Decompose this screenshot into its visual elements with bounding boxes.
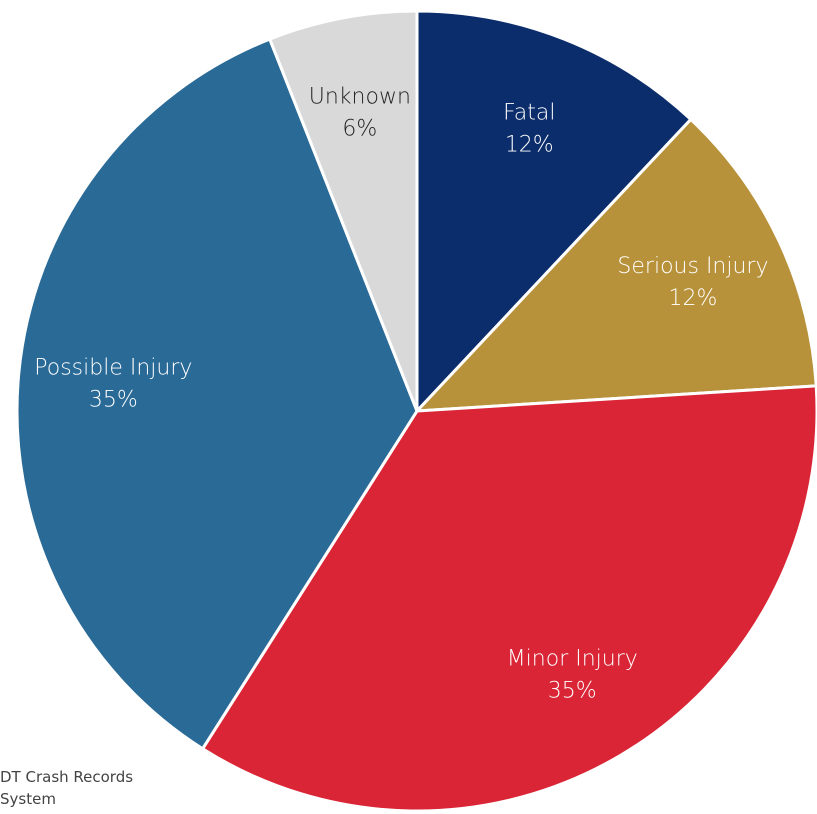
slice-value-label: 35% — [89, 387, 138, 412]
pie — [15, 9, 817, 813]
pie-slice — [267, 9, 419, 412]
slice-value-label: 12% — [669, 286, 718, 311]
pie-slice — [15, 37, 419, 751]
slice-label: Possible Injury — [34, 355, 192, 380]
pie-slice — [413, 117, 817, 413]
pie-slice — [415, 9, 693, 415]
slice-value-label: 35% — [548, 679, 597, 704]
labels: Fatal 12% Serious Injury 12% Minor Injury 35%… — [34, 84, 768, 703]
slice-value-label: 6% — [342, 116, 377, 141]
slice-label: Fatal — [503, 100, 555, 125]
slice-label: Unknown — [309, 84, 411, 109]
pie-slice — [200, 384, 817, 813]
slice-value-label: 12% — [505, 132, 554, 157]
slice-label: Serious Injury — [617, 254, 768, 279]
source-line: System — [0, 790, 56, 808]
source-line: DT Crash Records — [0, 768, 133, 786]
slice-label: Minor Injury — [507, 647, 638, 672]
